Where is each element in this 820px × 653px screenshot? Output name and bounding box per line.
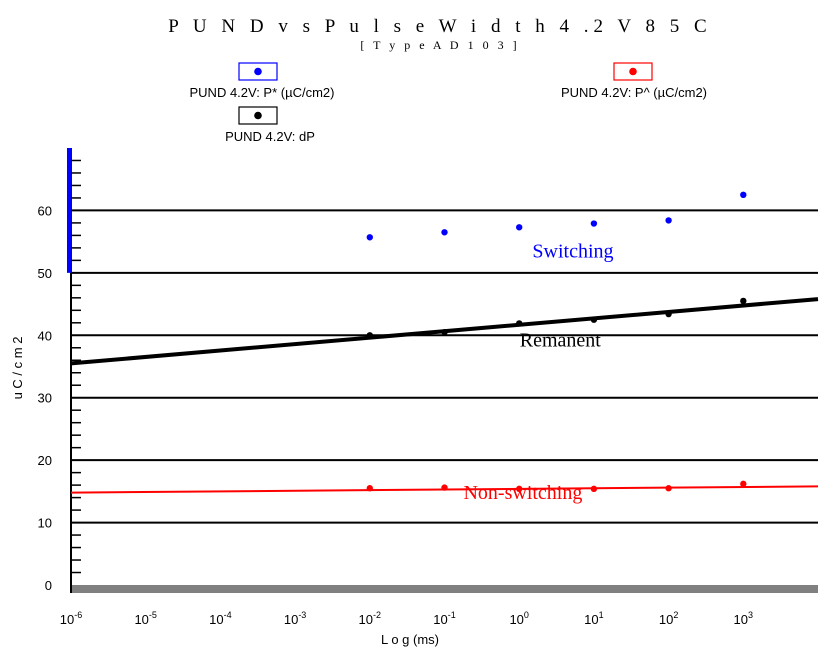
- data-point: [366, 234, 373, 241]
- x-tick-label: 10-5: [134, 610, 156, 627]
- x-tick-label: 10-1: [433, 610, 455, 627]
- data-point: [665, 310, 672, 318]
- legend-marker: [254, 67, 262, 76]
- x-tick-label: 10-3: [284, 610, 306, 627]
- x-tick-label: 100: [509, 610, 528, 627]
- legend-item: PUND 4.2V: P* (µC/cm2): [190, 62, 335, 100]
- x-tick-label: 102: [659, 610, 678, 627]
- annotation-label: Switching: [532, 240, 613, 262]
- x-tick-label: 103: [734, 610, 753, 627]
- data-point: [516, 320, 523, 327]
- chart-subtitle: [ T y p e A D 1 0 3 ]: [360, 38, 519, 52]
- gridlines: [71, 209, 818, 524]
- fit-lines: [70, 297, 819, 494]
- data-point: [441, 484, 448, 491]
- legend-marker: [629, 67, 637, 76]
- x-tick-label: 101: [584, 610, 603, 627]
- x-axis: 10-6 10-5 10-4 10-3 10-2 10-1 100 101 102 103: [60, 610, 753, 627]
- annotations: Switching Remanent Non-switching: [463, 240, 613, 504]
- x-axis-label: L o g (ms): [381, 632, 439, 647]
- data-point: [441, 229, 448, 236]
- y-tick-label: 10: [38, 516, 52, 531]
- data-point: [590, 220, 598, 227]
- legend-label: PUND 4.2V: P^ (µC/cm2): [561, 85, 707, 100]
- legend-item: PUND 4.2V: dP: [225, 106, 315, 144]
- data-point: [516, 485, 523, 493]
- data-point: [665, 217, 672, 224]
- data-point: [516, 224, 523, 231]
- y-tick-label: 50: [38, 266, 52, 281]
- data-point: [366, 485, 373, 492]
- legend-label: PUND 4.2V: P* (µC/cm2): [190, 85, 335, 100]
- data-points: [366, 191, 747, 493]
- x-tick-label: 10-4: [209, 610, 231, 627]
- y-axis-label: u C / c m 2: [10, 337, 25, 400]
- data-point: [590, 316, 598, 323]
- data-point: [441, 328, 448, 336]
- x-tick-label: 10-2: [359, 610, 381, 627]
- legend-item: PUND 4.2V: P^ (µC/cm2): [561, 62, 707, 100]
- annotation-label: Remanent: [520, 330, 602, 352]
- x-axis-bar: [71, 585, 818, 593]
- legend-label: PUND 4.2V: dP: [225, 129, 315, 144]
- data-point: [366, 332, 373, 339]
- data-point: [740, 297, 747, 305]
- y-tick-label: 40: [38, 328, 52, 343]
- y-tick-label: 0: [45, 578, 52, 593]
- y-tick-label: 30: [38, 391, 52, 406]
- y-tick-label: 60: [38, 203, 52, 218]
- chart-title: P U N D v s P u l s e W i d t h 4 .2 V 8…: [168, 16, 711, 37]
- legend: PUND 4.2V: P* (µC/cm2) PUND 4.2V: P^ (µC/…: [190, 62, 707, 144]
- legend-marker: [254, 111, 262, 120]
- y-axis: 0 10 20 30 40 50 60: [38, 159, 81, 593]
- x-tick-label: 10-6: [60, 610, 82, 627]
- data-point: [740, 191, 747, 199]
- data-point: [590, 485, 598, 493]
- data-point: [665, 485, 672, 492]
- annotation-label: Non-switching: [463, 482, 582, 504]
- data-point: [740, 480, 747, 488]
- y-tick-label: 20: [38, 453, 52, 468]
- plot-frame: [67, 148, 818, 593]
- y-axis-highlight: [67, 148, 72, 273]
